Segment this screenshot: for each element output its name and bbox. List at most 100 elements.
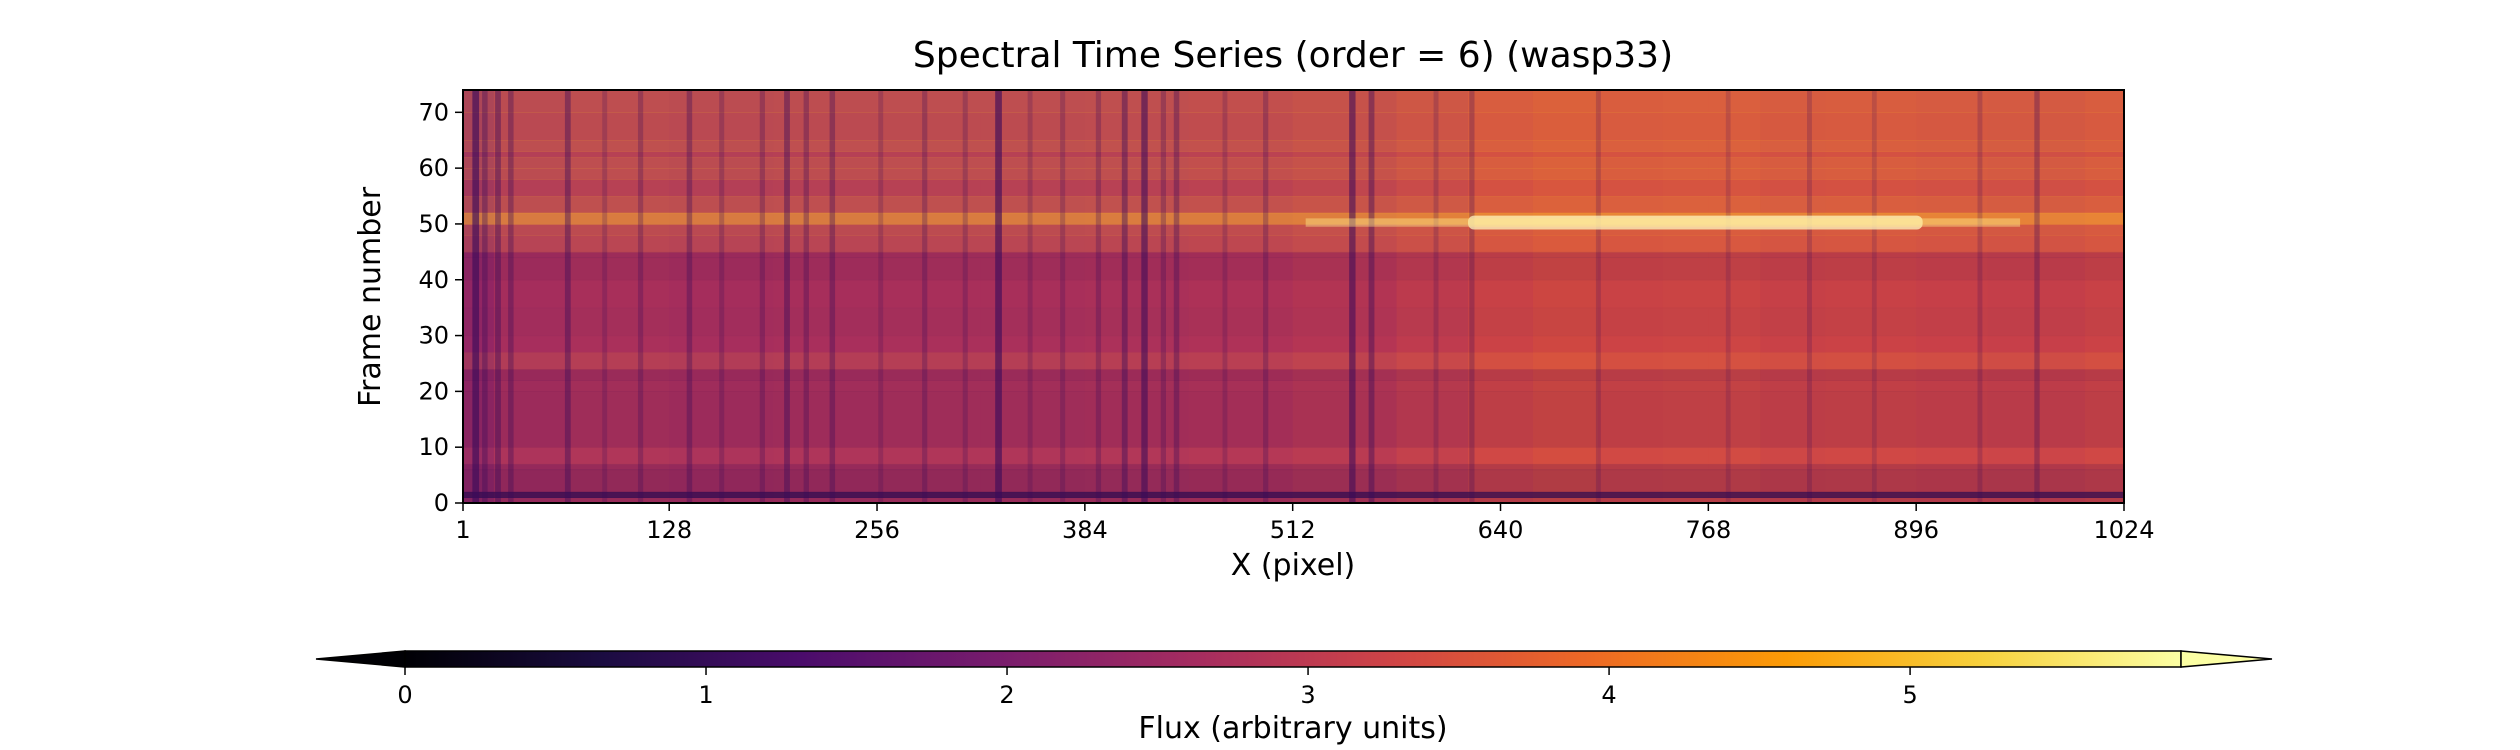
absorption-line [1027,90,1033,503]
heatmap-row-band [463,380,2124,392]
absorption-line [962,90,968,503]
absorption-line [719,90,725,503]
colorbar: 0 1 2 3 4 5 [315,650,2273,709]
heatmap-row-band [463,257,2124,281]
heatmap-row-band [463,307,2124,337]
absorption-line [1173,90,1180,503]
x-tick-label: 768 [1685,516,1731,544]
heatmap-column [1292,90,1398,503]
y-axis-label: Frame number [353,186,388,407]
heatmap-row-band [463,279,2124,309]
absorption-line [1433,90,1439,503]
bright-ridge [1468,215,1923,230]
heatmap-column [669,90,774,503]
absorption-line [482,90,488,503]
heatmap-column [1825,90,1917,503]
absorption-line [1871,90,1877,503]
absorption-line [1368,90,1375,503]
absorption-line [1977,90,1983,503]
absorption-line [829,90,836,503]
heatmap-column [2085,90,2125,503]
heatmap-column [1084,90,1190,503]
absorption-line [1222,90,1228,503]
absorption-line [1349,90,1356,503]
heatmap-column [1468,90,1534,503]
heatmap-row-band [463,140,2124,152]
absorption-line [1595,90,1601,503]
absorption-line [508,90,514,503]
heatmap-column [1987,90,2086,503]
heatmap-column [565,90,670,503]
heatmap-row-band [463,151,2124,158]
heatmap-column [1916,90,1989,503]
y-tick-label: 40 [418,266,449,294]
heatmap-row-band [463,491,2124,499]
absorption-line [495,90,501,503]
heatmap-panel [462,89,2125,504]
chart-title: Spectral Time Series (order = 6) (wasp33… [913,35,1673,76]
heatmap-row-band [463,112,2124,141]
heatmap-lines [472,90,2040,503]
absorption-line [2034,90,2040,503]
heatmap-column [773,90,878,503]
colorbar-tick-label: 4 [1601,681,1616,709]
colorbar-extend-low [315,650,406,668]
y-tick-label: 30 [418,322,449,350]
colorbar-tick-label: 0 [397,681,412,709]
heatmap-row-band [463,391,2124,448]
absorption-line [1263,90,1269,503]
x-tick-label: 640 [1478,516,1524,544]
heatmap-row-band [463,223,2124,236]
colorbar-tick-label: 2 [999,681,1014,709]
absorption-line [1095,90,1102,503]
heatmap-row-band [463,447,2124,465]
heatmap-row-band [463,352,2124,370]
y-tick-label: 0 [434,489,449,517]
colorbar-label: Flux (arbitrary units) [1138,711,1447,746]
colorbar-ticks: 0 1 2 3 4 5 [397,667,1918,709]
x-tick-label: 128 [646,516,692,544]
absorption-line [637,90,644,503]
y-tick-label: 60 [418,154,449,182]
colorbar-tick-label: 3 [1300,681,1315,709]
absorption-line [759,90,765,503]
absorption-line [1725,90,1731,503]
heatmap-column [1597,90,1664,503]
heatmap-column [1532,90,1599,503]
heatmap-row-band [463,212,2124,225]
bright-ridge-halo [1305,218,2021,227]
absorption-line [564,90,571,503]
absorption-line [1807,90,1812,503]
y-tick-label: 50 [418,210,449,238]
colorbar-tick-label: 5 [1902,681,1917,709]
heatmap-column [1396,90,1469,503]
absorption-line [602,90,608,503]
heatmap-row-band [463,196,2124,214]
plot-frame [462,89,2125,504]
x-tick-label: 384 [1062,516,1108,544]
colorbar-tick-label: 1 [698,681,713,709]
heatmap-column [493,90,566,503]
heatmap-row-band [463,235,2124,253]
absorption-line [922,90,928,503]
heatmap-column [1188,90,1294,503]
absorption-line [784,90,790,503]
heatmap-column [1662,90,1709,503]
absorption-line [1160,90,1166,503]
absorption-line [686,90,693,503]
heatmap-column [1708,90,1761,503]
absorption-line [1469,90,1475,503]
colorbar-body [404,650,2182,668]
x-tick-label: 1 [455,516,470,544]
heatmap-blobs [1305,215,2021,230]
heatmap-row-band [463,369,2124,381]
absorption-line [803,90,809,503]
x-tick-label: 896 [1893,516,1939,544]
x-tick-label: 256 [854,516,900,544]
heatmap-column [877,90,982,503]
absorption-line [1141,90,1148,503]
y-axis: 0 10 20 30 40 50 60 70 [418,98,463,517]
absorption-line [995,90,1002,503]
x-tick-label: 1024 [2093,516,2154,544]
heatmap-row-band [463,497,2124,504]
